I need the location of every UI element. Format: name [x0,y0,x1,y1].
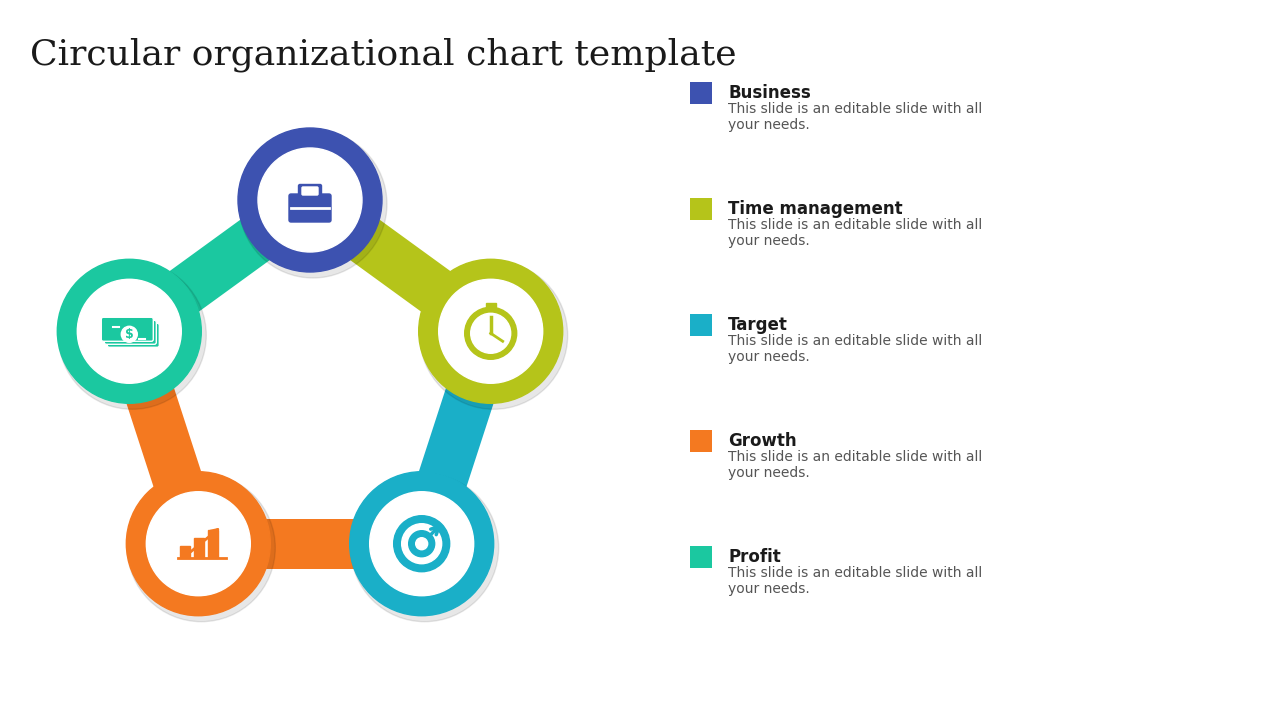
Text: This slide is an editable slide with all
your needs.: This slide is an editable slide with all… [728,218,982,248]
Bar [195,538,205,558]
Circle shape [370,492,474,595]
Circle shape [408,531,435,557]
Text: This slide is an editable slide with all
your needs.: This slide is an editable slide with all… [728,102,982,132]
FancyBboxPatch shape [101,318,154,341]
Circle shape [58,259,201,403]
Bar [209,530,219,558]
Bar [690,546,712,568]
Circle shape [465,307,517,359]
Circle shape [239,130,387,278]
Circle shape [402,523,442,564]
Circle shape [394,516,449,572]
Text: Profit: Profit [728,548,781,566]
Bar [690,198,712,220]
FancyBboxPatch shape [104,320,156,344]
Text: This slide is an editable slide with all
your needs.: This slide is an editable slide with all… [728,334,982,364]
FancyBboxPatch shape [298,184,321,197]
Circle shape [471,313,511,354]
Circle shape [127,472,270,616]
Circle shape [238,128,381,272]
Bar [690,430,712,452]
Circle shape [127,474,275,621]
Circle shape [146,492,251,595]
Text: Circular organizational chart template: Circular organizational chart template [29,37,736,72]
Circle shape [420,261,568,409]
FancyBboxPatch shape [289,194,332,222]
Text: Time management: Time management [728,200,902,218]
Bar [690,82,712,104]
Text: $: $ [125,328,133,341]
Bar [485,303,495,310]
Text: This slide is an editable slide with all
your needs.: This slide is an editable slide with all… [728,566,982,596]
Circle shape [77,279,182,383]
Circle shape [419,259,563,403]
Bar [690,314,712,336]
Text: Target: Target [728,316,788,334]
Circle shape [351,474,499,621]
Text: This slide is an editable slide with all
your needs.: This slide is an editable slide with all… [728,450,982,480]
Bar [180,546,191,558]
Circle shape [59,261,206,409]
Circle shape [349,472,494,616]
Circle shape [439,279,543,383]
Circle shape [259,148,362,252]
FancyBboxPatch shape [108,323,159,347]
Text: Growth: Growth [728,432,796,450]
Circle shape [122,326,137,342]
FancyBboxPatch shape [302,187,317,195]
Circle shape [416,538,428,549]
Text: Business: Business [728,84,810,102]
